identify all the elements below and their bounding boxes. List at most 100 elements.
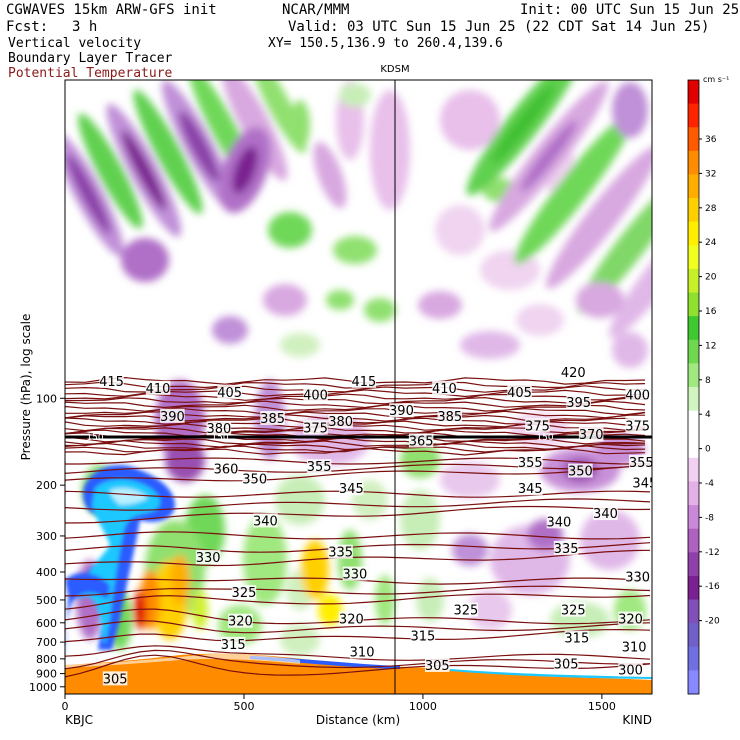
- colorbar-swatch: [688, 434, 699, 459]
- theta-label: 400: [303, 388, 328, 403]
- theta-label: 415: [351, 375, 376, 390]
- theta-label: 335: [554, 542, 579, 557]
- theta-label-bg: [561, 602, 586, 617]
- theta-label: 325: [232, 586, 257, 601]
- theta-label: 390: [389, 404, 414, 419]
- theta-label: 380: [206, 422, 231, 437]
- theta-label: 330: [343, 568, 368, 583]
- y-tick-label: 1000: [29, 681, 57, 694]
- theta-label-bg: [578, 427, 604, 442]
- colorbar-label: -8: [705, 513, 714, 523]
- colorbar-label: 4: [705, 410, 711, 420]
- theta-label-bg: [553, 540, 579, 555]
- theta-label: 365: [409, 434, 434, 449]
- y-tick-label: 400: [36, 566, 57, 579]
- x-tick-label: 1500: [588, 700, 616, 713]
- theta-contour: [65, 447, 646, 456]
- theta-label-bg: [242, 471, 267, 486]
- colorbar-swatch: [688, 670, 699, 695]
- theta-label-bg: [518, 454, 543, 469]
- colorbar-swatch: [688, 552, 699, 577]
- theta-label: 340: [547, 515, 572, 530]
- theta-label: 340: [253, 514, 278, 529]
- theta-contour: [65, 464, 651, 482]
- theta-contour: [65, 498, 651, 511]
- x-tick-label: 1000: [409, 700, 437, 713]
- theta-label-bg: [102, 671, 128, 686]
- theta-label: 315: [411, 630, 436, 645]
- theta-label-bg: [228, 613, 253, 628]
- theta-label: 305: [425, 659, 450, 674]
- theta-contour: [65, 410, 646, 419]
- theta-label: 345: [339, 482, 364, 497]
- theta-label-bg: [525, 418, 550, 433]
- colorbar-label: 16: [705, 307, 717, 317]
- colorbar-label: 8: [705, 376, 711, 386]
- theta-label: 350: [568, 465, 593, 480]
- theta-label-bg: [306, 459, 332, 474]
- y-tick-label: 700: [36, 636, 57, 649]
- theta-label-bg: [568, 463, 593, 478]
- colorbar-swatch: [688, 127, 699, 152]
- y-tick-label: 200: [36, 479, 57, 492]
- theta-label-bg: [437, 408, 463, 423]
- theta-contour: [65, 620, 651, 634]
- theta-label-bg: [206, 421, 232, 436]
- vertical-velocity-field: [65, 80, 652, 656]
- y-axis-label: Pressure (hPa), log scale: [19, 314, 33, 461]
- theta-label-bg: [195, 550, 221, 565]
- theta-label: 355: [307, 460, 332, 475]
- org-label: NCAR/MMM: [282, 2, 350, 18]
- fcst-label: Fcst:: [6, 19, 49, 35]
- colorbar-label: 20: [705, 273, 717, 283]
- theta-label-bg: [518, 481, 543, 496]
- theta-label: 370: [579, 428, 604, 443]
- theta-label: 395: [566, 396, 591, 411]
- y-tick-label: 300: [36, 530, 57, 543]
- valid-time: Valid: 03 UTC Sun 15 Jun 25 (22 CDT Sat …: [288, 19, 710, 35]
- theta-contour: [65, 376, 646, 385]
- theta-label-bg: [453, 602, 479, 617]
- theta-contour: [65, 628, 651, 646]
- theta-label-bg: [618, 662, 643, 677]
- theta-label: 330: [625, 571, 650, 586]
- theta-contour: [65, 404, 646, 412]
- theta-label: 375: [525, 419, 550, 434]
- y-tick-label: 800: [36, 653, 57, 666]
- theta-label-bg: [621, 639, 647, 654]
- theta-label-bg: [625, 418, 650, 433]
- colorbar-label: 32: [705, 169, 716, 179]
- theta-label-bg: [328, 414, 353, 429]
- plot-area: 150 150 150 415 410 405 400 415 410 405 420 395 400…: [65, 80, 652, 694]
- colorbar-swatch: [688, 221, 699, 246]
- theta-label: 330: [196, 551, 221, 566]
- theta-label: 345: [518, 482, 543, 497]
- theta-label: 375: [303, 421, 328, 436]
- colorbar-swatch: [688, 339, 699, 364]
- colorbar-units: cm s⁻¹: [703, 75, 729, 84]
- theta-label-bg: [507, 384, 532, 399]
- theta-label-bg: [625, 569, 650, 584]
- theta-contour: [65, 593, 651, 610]
- plot-frame: [64, 79, 653, 695]
- colorbar-swatch: [688, 457, 699, 482]
- y-tick-label: 900: [36, 668, 57, 681]
- theta-contour: [65, 463, 651, 475]
- right-station-label: KIND: [622, 713, 652, 727]
- theta-label-bg: [618, 611, 643, 626]
- field-boundary-layer-tracer: Boundary Layer Tracer: [8, 51, 173, 66]
- colorbar-swatch: [688, 410, 699, 435]
- colorbar: 36 32 28 24 20 16 12 8 4 0 -4 -8 -12 -16 -20: [687, 79, 720, 695]
- mid-station-label: KDSM: [380, 64, 409, 75]
- theta-label-bg: [253, 513, 278, 528]
- x-tick-label: 500: [233, 700, 254, 713]
- theta-label: 360: [214, 462, 239, 477]
- theta-label-bg: [349, 644, 375, 659]
- fcst-value: 3 h: [72, 19, 98, 35]
- colorbar-label: 24: [705, 238, 717, 248]
- theta-contour: [65, 585, 651, 597]
- theta-label-bg: [260, 410, 285, 425]
- theta-label-bg: [351, 373, 377, 388]
- x-axis-label: Distance (km): [316, 713, 400, 727]
